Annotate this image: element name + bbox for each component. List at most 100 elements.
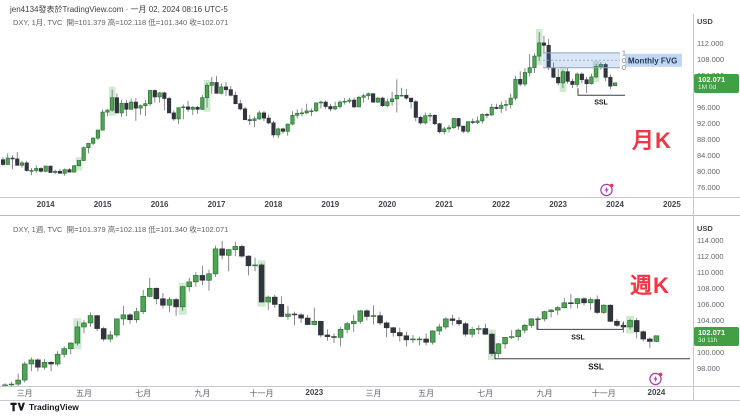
candle-up (627, 320, 633, 328)
divider-bottom-axis (0, 386, 740, 387)
candle-up (186, 281, 192, 288)
candle-down (223, 86, 229, 91)
fvg-zone[interactable] (543, 52, 620, 68)
candle-up (105, 109, 110, 113)
candle-down (214, 82, 219, 94)
divider-top-axis (0, 197, 740, 198)
candle-up (265, 296, 271, 303)
ssl-line-weekly-2[interactable] (494, 351, 690, 360)
candle-up (370, 315, 377, 317)
candle-up (285, 313, 291, 317)
candle-up (176, 107, 181, 120)
candle-up (252, 118, 257, 121)
candle-down (272, 296, 278, 305)
price-tick: 76.000 (697, 182, 720, 192)
candle-up (469, 329, 475, 335)
candle-down (195, 106, 200, 110)
candle-down (100, 328, 107, 340)
price-axis-monthly[interactable]: USD112.000108.000104.00096.00092.00088.0… (697, 14, 740, 197)
last-price-badge-weekly: 102.071 3d 11h (694, 327, 739, 346)
tradingview-logo[interactable]: TradingView (10, 402, 79, 412)
price-tick: 108.000 (697, 54, 725, 64)
ssl-line-weekly-1[interactable] (536, 318, 624, 330)
candle-up (465, 121, 471, 132)
candle-up (157, 92, 162, 98)
candle-down (278, 304, 285, 317)
candle-up (53, 170, 58, 173)
candle-down (461, 125, 466, 132)
lightning-icon[interactable] (599, 182, 615, 198)
candle-down (556, 76, 561, 84)
candle-up (15, 379, 21, 385)
candle-down (423, 338, 429, 343)
candle-up (399, 94, 404, 97)
candle-down (323, 101, 328, 107)
price-tick: 110.000 (697, 267, 724, 277)
candle-up (476, 328, 482, 330)
candle-up (554, 307, 561, 311)
price-axis-weekly[interactable]: USD 114.000 112.000 110.000 108.000 106.000 10… (697, 220, 740, 386)
candle-down (633, 320, 640, 333)
time-label: 三月 (16, 389, 33, 398)
candle-down (418, 116, 423, 124)
price-tick: 114.000 (697, 235, 724, 245)
candle-down (380, 97, 385, 107)
candle-down (114, 97, 119, 114)
time-axis-weekly[interactable]: 三月 五月 七月 九月 十一月 2023 三月 五月 七月 九月 十一月 2024 (0, 388, 693, 402)
price-tick: 84.000 (697, 150, 720, 160)
candle-up (304, 110, 309, 114)
price-axis-unit: USD (697, 224, 713, 233)
candle-up (190, 106, 195, 110)
candle-down (352, 99, 357, 108)
candle-up (489, 106, 494, 116)
candle-up (204, 84, 210, 99)
candle-up (219, 86, 224, 94)
candle-down (133, 101, 138, 109)
candle-up (148, 90, 153, 105)
weekly-chart-canvas[interactable]: SSL SSL (0, 236, 693, 386)
candle-up (589, 76, 594, 85)
candle-down (470, 121, 475, 123)
ssl-line-monthly[interactable] (577, 88, 625, 96)
candle-up (86, 142, 91, 149)
time-label: 2021 (435, 200, 454, 209)
candle-down (242, 108, 248, 121)
candle-down (456, 320, 462, 325)
candle-up (2, 384, 8, 386)
candle-up (276, 128, 281, 136)
time-axis-monthly[interactable]: 2014 2015 2016 2017 2018 2019 2020 2021 2022 2023… (0, 200, 693, 214)
time-label: 2018 (264, 200, 283, 209)
candle-up (72, 165, 77, 173)
fvg-label-box[interactable] (625, 53, 682, 67)
candle-down (228, 89, 233, 96)
candle-down (271, 122, 276, 136)
candle-up (311, 320, 318, 325)
candle-down (48, 362, 54, 365)
candle-up (574, 298, 581, 304)
price-tick: 112.000 (697, 38, 724, 48)
candle-up (81, 322, 87, 328)
candle-up (560, 71, 565, 84)
divider-footer (0, 400, 740, 401)
candle-down (239, 246, 245, 257)
candle-down (607, 304, 614, 322)
candle-up (337, 101, 342, 107)
candle-down (640, 331, 647, 340)
time-label: 十一月 (591, 389, 616, 398)
candle-up (436, 326, 443, 332)
candle-up (119, 102, 124, 114)
candle-up (61, 348, 67, 355)
lightning-icon[interactable] (648, 371, 664, 387)
candle-up (515, 329, 521, 337)
candle-down (0, 159, 6, 165)
time-label: 五月 (418, 389, 435, 398)
candle-up (375, 97, 380, 103)
candle-up (613, 82, 618, 87)
candle-up (342, 100, 347, 103)
candle-up (475, 120, 480, 123)
candle-up (81, 147, 86, 161)
candle-down (462, 323, 469, 335)
candle-down (565, 71, 570, 82)
candle-up (76, 160, 81, 167)
